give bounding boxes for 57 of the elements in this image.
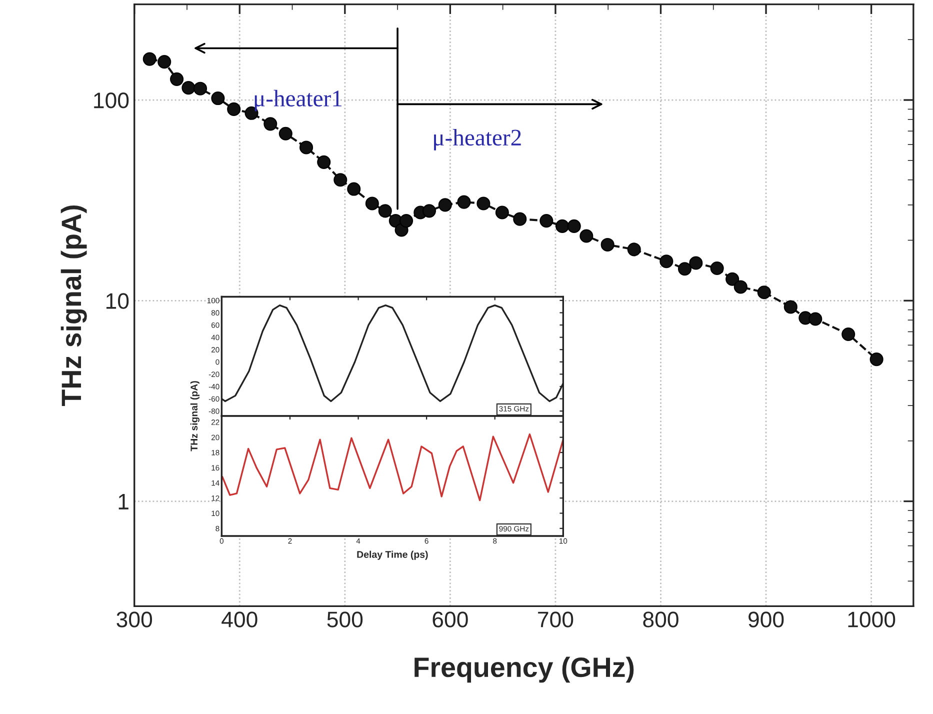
point [400, 214, 414, 228]
x-tick-label: 900 [748, 612, 784, 628]
point [142, 52, 156, 66]
point [660, 254, 674, 268]
point [182, 81, 196, 95]
annotation: μ-heater2 [434, 128, 521, 150]
line-series [222, 433, 564, 502]
point [378, 204, 392, 218]
point [476, 196, 490, 210]
x-tick-label: 500 [327, 612, 363, 628]
point [627, 242, 641, 256]
annotation: μ-heater1 [254, 90, 342, 112]
y-axis-title: THz signal (pA) [60, 206, 87, 406]
point [567, 219, 581, 233]
y-tick-label: 100 [94, 92, 129, 108]
point [227, 102, 241, 116]
point [264, 117, 278, 131]
point [710, 262, 724, 276]
point [870, 352, 884, 366]
point [278, 126, 292, 140]
x-tick-label: 700 [538, 612, 574, 628]
y-axis-title: THz signal (pA) [190, 381, 200, 452]
point [211, 92, 225, 106]
point [158, 55, 172, 69]
point [317, 155, 331, 169]
y-tick-label: 1 [118, 494, 128, 510]
point [438, 198, 452, 212]
x-tick-label: 300 [116, 612, 152, 628]
x-tick-label: 800 [643, 612, 678, 628]
point [170, 72, 184, 86]
point [334, 173, 348, 187]
point [726, 272, 740, 286]
point [734, 280, 748, 294]
point [580, 229, 594, 243]
point [556, 219, 570, 233]
y-tick-label: 10 [106, 293, 129, 309]
point [193, 82, 208, 96]
point [422, 204, 436, 218]
point [513, 212, 527, 226]
point [757, 286, 771, 300]
point [495, 206, 509, 220]
point [347, 182, 361, 196]
point [808, 312, 822, 326]
x-axis-title: Delay Time (ps) [357, 550, 428, 560]
x-axis-title: Frequency (GHz) [414, 656, 634, 683]
x-tick-label: 600 [432, 612, 468, 628]
point [689, 256, 703, 270]
point [842, 327, 856, 342]
point [457, 195, 471, 209]
point [365, 196, 379, 210]
x-tick-label: 1000 [848, 612, 896, 628]
point [300, 140, 314, 154]
point [678, 262, 692, 276]
x-tick-label: 400 [222, 612, 258, 628]
point [540, 214, 554, 228]
point [784, 300, 798, 314]
point [600, 238, 614, 252]
